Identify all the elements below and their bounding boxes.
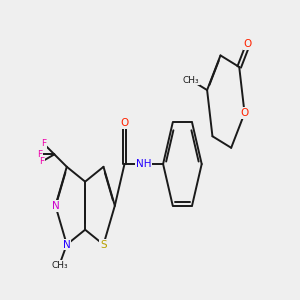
Text: S: S [100, 240, 107, 250]
Text: O: O [244, 39, 252, 49]
Text: O: O [240, 108, 249, 118]
Text: CH₃: CH₃ [52, 260, 69, 269]
Text: F: F [39, 157, 44, 166]
Text: N: N [52, 201, 59, 211]
Text: O: O [120, 118, 129, 128]
Text: N: N [63, 240, 71, 250]
Text: CH₃: CH₃ [183, 76, 199, 85]
Text: F: F [37, 150, 42, 159]
Text: NH: NH [136, 159, 152, 169]
Text: F: F [41, 140, 46, 148]
